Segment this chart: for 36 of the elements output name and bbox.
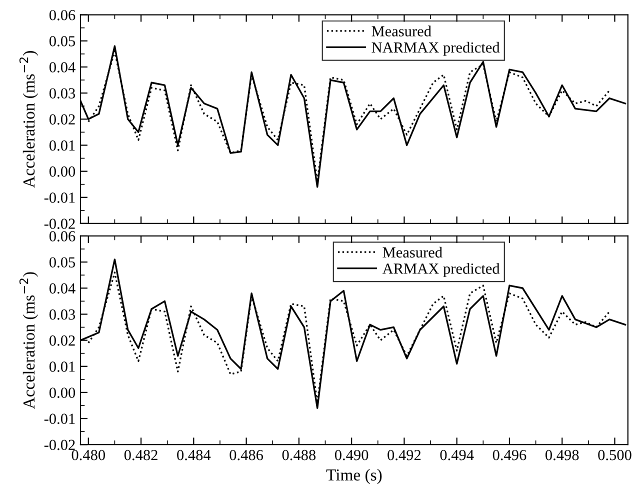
x-tick-label: 0.496 (492, 450, 526, 460)
y-tick-label: 0.06 (49, 10, 76, 20)
legend-label: ARMAX predicted (382, 263, 500, 277)
x-tick-label: 0.482 (124, 450, 158, 460)
y-tick-label: 0.04 (49, 62, 76, 72)
y-tick-label: 0.06 (49, 231, 76, 242)
y-tick-label: -0.02 (44, 218, 75, 229)
y-tick-label: 0.04 (49, 283, 76, 294)
y-tick-label: 0.03 (49, 309, 76, 320)
y-tick-label: 0.01 (49, 140, 75, 151)
y-axis-title: Acceleration (ms$^{−2}$) (19, 272, 38, 409)
y-tick-label: 0.01 (49, 362, 75, 372)
x-tick-label: 0.494 (440, 450, 474, 460)
y-tick-label: 0.03 (49, 88, 76, 99)
legend-label: Measured (372, 26, 432, 36)
y-tick-label: 0.02 (49, 335, 75, 346)
y-tick-label: -0.01 (44, 414, 75, 424)
x-tick-label: 0.488 (282, 450, 316, 460)
x-tick-label: 0.498 (546, 450, 579, 460)
legend-label: Measured (382, 246, 442, 258)
x-tick-label: 0.484 (177, 450, 211, 460)
y-tick-label: 0.00 (49, 166, 76, 177)
x-tick-label: 0.500 (598, 450, 632, 460)
x-axis-title: Time (s) (326, 468, 382, 484)
x-tick-label: 0.486 (230, 450, 264, 460)
legend-label: NARMAX predicted (372, 42, 500, 56)
y-tick-label: 0.02 (49, 114, 75, 125)
x-tick-label: 0.490 (334, 450, 368, 460)
y-axis-title: Acceleration (ms$^{−2}$) (19, 51, 38, 188)
y-tick-label: -0.02 (44, 440, 75, 450)
y-tick-label: 0.05 (49, 36, 76, 46)
y-tick-label: 0.05 (49, 257, 76, 268)
y-tick-label: -0.01 (44, 192, 75, 203)
x-tick-label: 0.492 (388, 450, 421, 460)
y-tick-label: 0.00 (49, 388, 76, 398)
x-tick-label: 0.480 (72, 450, 105, 460)
